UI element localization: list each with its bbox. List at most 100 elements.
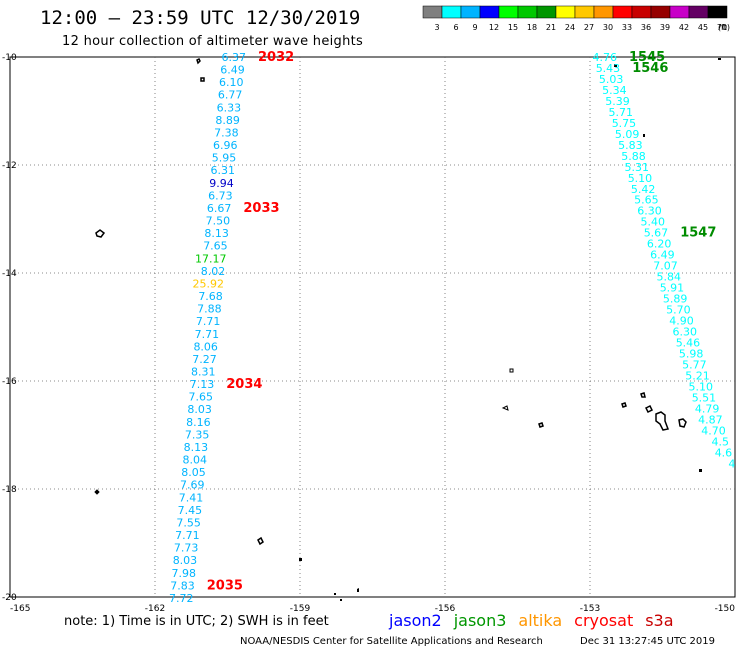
- island: [334, 593, 336, 595]
- wave-height-value: 8.31: [191, 366, 216, 379]
- legend-swatch: [460, 5, 481, 19]
- observation-time-label: 1546: [632, 61, 668, 76]
- wave-height-value: 5.75: [612, 117, 637, 130]
- lat-lon-grid: [10, 57, 735, 597]
- legend-swatch: [593, 5, 614, 19]
- wave-height-value: 7.83: [170, 579, 195, 592]
- wave-height-value: 5.03: [599, 73, 624, 86]
- wave-height-value: 7.65: [203, 240, 228, 253]
- island: [614, 64, 617, 67]
- wave-height-value: 8.04: [182, 454, 207, 467]
- wave-height-value: 5.70: [666, 304, 691, 317]
- lon-tick-label: -162: [145, 604, 165, 614]
- legend-swatch: [688, 5, 709, 19]
- observation-time-label: 1547: [680, 226, 716, 241]
- wave-height-value: 6.96: [213, 139, 238, 152]
- satellite-name: jason3: [453, 611, 507, 630]
- wave-height-value: 4.6: [715, 446, 733, 459]
- island: [257, 536, 264, 546]
- wave-height-value: 7.68: [198, 290, 223, 303]
- wave-height-value: 6.30: [637, 205, 662, 218]
- legend-label: 42: [679, 23, 689, 32]
- wave-height-value: 9.94: [209, 177, 234, 190]
- wave-height-value: 8.89: [215, 114, 240, 127]
- axis-tick-labels: -165 -162 -159 -156 -153 -150 -10 -12 -14 -16 -18 -…: [2, 53, 735, 614]
- lon-tick-label: -153: [580, 604, 600, 614]
- wave-height-value: 6.20: [647, 238, 672, 251]
- legend-swatch: [669, 5, 690, 19]
- lat-tick-label: -14: [2, 269, 17, 279]
- wave-height-value: 5.43: [596, 62, 621, 75]
- legend-swatch: [517, 5, 538, 19]
- wave-height-value: 5.21: [685, 369, 710, 382]
- wave-height-value: 6.10: [219, 76, 244, 89]
- wave-height-value: 7.88: [197, 303, 222, 316]
- wave-height-value: 5.71: [609, 106, 634, 119]
- legend-unit: (ft): [718, 23, 730, 32]
- legend-label: 27: [584, 23, 594, 32]
- island: [200, 77, 205, 82]
- altimeter-track-west: 6.376.496.106.776.338.897.386.965.956.31…: [169, 50, 294, 605]
- legend-swatch: [612, 5, 633, 19]
- wave-height-value: 5.09: [615, 128, 640, 141]
- legend-label: 21: [546, 23, 556, 32]
- island: [196, 57, 201, 65]
- legend-swatch: [707, 5, 728, 19]
- island: [640, 392, 646, 398]
- island: [699, 469, 702, 472]
- satellite-name: cryosat: [574, 611, 633, 630]
- wave-height-value: 7.71: [196, 315, 221, 328]
- wave-height-value: 5.88: [621, 150, 646, 163]
- wave-height-value: 4.70: [701, 424, 726, 437]
- island: [655, 411, 670, 431]
- lat-tick-label: -12: [2, 161, 17, 171]
- satellite-legend: jason2 jason3 altika cryosat s3a: [388, 611, 674, 630]
- wave-height-value: 6.31: [211, 164, 236, 177]
- wave-height-value: 8.03: [187, 403, 212, 416]
- legend-label: 36: [641, 23, 651, 32]
- wave-height-value: 4.79: [695, 402, 720, 415]
- wave-height-value: 7.07: [653, 260, 678, 273]
- wave-height-value: 5.98: [679, 347, 704, 360]
- island: [299, 558, 302, 561]
- wave-height-value: 5.46: [676, 336, 701, 349]
- wave-height-value: 7.45: [178, 504, 203, 517]
- observation-time-label: 2035: [207, 578, 243, 593]
- observation-time-label: 2032: [258, 50, 294, 65]
- legend-swatch: [555, 5, 576, 19]
- satellite-name: s3a: [645, 611, 673, 630]
- wave-height-value: 6.67: [207, 202, 232, 215]
- legend-label: 3: [434, 23, 439, 32]
- lat-tick-label: -10: [2, 53, 17, 63]
- wave-height-value: 5.40: [641, 216, 666, 229]
- wave-height-value: 5.10: [689, 380, 714, 393]
- wave-height-value: 6.33: [217, 101, 242, 114]
- wave-height-value: 6.37: [222, 51, 247, 64]
- map-title: 12:00 – 23:59 UTC 12/30/2019: [40, 7, 360, 29]
- island: [678, 418, 687, 428]
- legend-label: 39: [660, 23, 670, 32]
- wave-height-value: 4: [728, 457, 735, 470]
- wave-height-value: 7.69: [180, 479, 205, 492]
- wave-height-value: 4.87: [698, 413, 723, 426]
- legend-label: 70: [717, 23, 727, 32]
- island: [501, 405, 509, 411]
- wave-height-value: 5.89: [663, 293, 688, 306]
- wave-height-value: 7.71: [175, 529, 200, 542]
- island: [357, 588, 359, 592]
- wave-height-value: 7.71: [195, 328, 220, 341]
- wave-height-value: 7.50: [206, 215, 231, 228]
- wave-height-legend: 3 6 9 12 15 18 21 24 27 30 33 36 39 42 45 70(ft): [422, 5, 730, 32]
- wave-height-value: 8.13: [184, 441, 209, 454]
- wave-height-value: 5.84: [657, 271, 682, 284]
- legend-swatch: [536, 5, 557, 19]
- legend-swatch: [650, 5, 671, 19]
- wave-height-value: 5.83: [618, 139, 643, 152]
- wave-height-value: 7.72: [169, 592, 194, 605]
- wave-height-value: 7.41: [179, 491, 204, 504]
- wave-height-value: 7.55: [176, 516, 201, 529]
- wave-height-value: 7.35: [185, 428, 210, 441]
- wave-height-value: 5.65: [634, 194, 659, 207]
- wave-height-value: 5.91: [660, 282, 685, 295]
